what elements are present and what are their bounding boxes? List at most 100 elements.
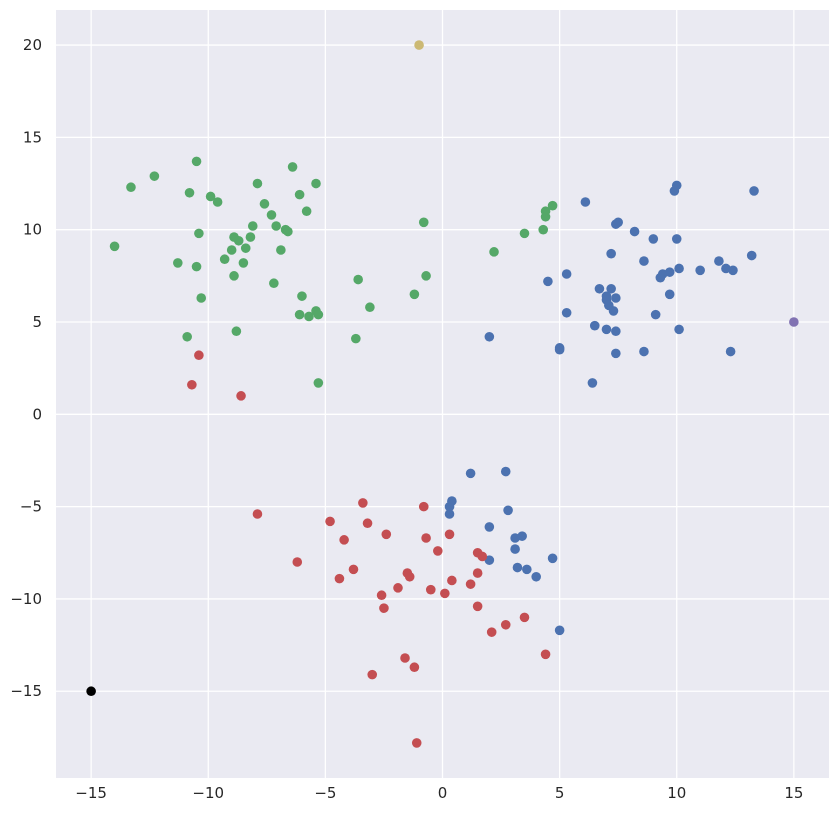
- series-4: [789, 317, 799, 327]
- scatter-point: [447, 575, 457, 586]
- scatter-point: [362, 518, 373, 529]
- x-tick-label: 0: [438, 784, 448, 802]
- scatter-point: [611, 293, 621, 303]
- scatter-point: [561, 269, 572, 279]
- scatter-point: [381, 529, 392, 540]
- scatter-point: [648, 234, 659, 244]
- scatter-point: [182, 331, 192, 342]
- scatter-point: [512, 562, 523, 573]
- scatter-point: [409, 662, 420, 673]
- scatter-point: [351, 333, 361, 344]
- y-tick-label: 15: [23, 128, 42, 146]
- scatter-point: [149, 171, 160, 181]
- scatter-point: [126, 182, 136, 193]
- scatter-point: [393, 583, 403, 593]
- scatter-point: [325, 516, 335, 527]
- scatter-point: [301, 206, 312, 217]
- y-axis-ticks: −15 −10 −5 0 5 10 15 20: [10, 36, 42, 700]
- scatter-point: [650, 309, 661, 320]
- y-tick-label: −10: [10, 590, 42, 608]
- x-tick-label: −5: [314, 784, 336, 802]
- scatter-point: [547, 200, 558, 211]
- scatter-point: [425, 584, 436, 595]
- scatter-point: [580, 197, 591, 207]
- scatter-point: [540, 649, 551, 660]
- scatter-point: [608, 306, 619, 316]
- scatter-point: [191, 261, 202, 272]
- scatter-point: [294, 309, 305, 320]
- scatter-point: [334, 573, 345, 584]
- scatter-point: [517, 531, 527, 541]
- scatter-point: [404, 571, 415, 582]
- scatter-point: [240, 243, 251, 253]
- scatter-point: [629, 226, 640, 237]
- scatter-point: [664, 289, 675, 300]
- y-tick-label: 20: [23, 36, 42, 54]
- scatter-point: [400, 653, 410, 663]
- scatter-point: [440, 588, 450, 599]
- scatter-point: [594, 283, 605, 294]
- scatter-point: [531, 571, 541, 582]
- scatter-point: [358, 498, 368, 508]
- series-1: [444, 180, 759, 636]
- x-tick-label: 10: [667, 784, 686, 802]
- scatter-point: [231, 326, 242, 337]
- scatter-point: [639, 346, 649, 357]
- scatter-point: [601, 324, 612, 335]
- scatter-point: [205, 191, 216, 202]
- scatter-point: [196, 293, 207, 303]
- scatter-point: [236, 391, 246, 401]
- y-tick-label: 0: [32, 405, 42, 423]
- scatter-point: [472, 568, 483, 578]
- scatter-point: [671, 234, 682, 244]
- scatter-point: [444, 529, 455, 540]
- scatter-point: [348, 564, 359, 575]
- y-tick-label: −5: [20, 498, 42, 516]
- y-tick-label: 5: [32, 313, 42, 331]
- scatter-point: [503, 505, 513, 516]
- scatter-point: [233, 235, 244, 246]
- scatter-point: [109, 241, 120, 252]
- series-3: [414, 40, 424, 50]
- y-tick-label: 10: [23, 221, 42, 239]
- scatter-point: [611, 348, 621, 359]
- grid-lines: [56, 10, 829, 778]
- scatter-point: [489, 247, 499, 257]
- scatter-point: [414, 40, 424, 50]
- scatter-point: [540, 206, 551, 217]
- scatter-point: [500, 619, 511, 630]
- scatter-point: [554, 625, 565, 636]
- scatter-point: [789, 317, 799, 327]
- scatter-point: [187, 379, 197, 390]
- scatter-point: [695, 265, 705, 276]
- scatter-point: [746, 250, 757, 261]
- scatter-point: [671, 180, 682, 191]
- scatter-point: [554, 344, 565, 355]
- x-tick-label: 5: [555, 784, 565, 802]
- scatter-point: [484, 555, 495, 565]
- scatter-point: [271, 221, 281, 231]
- scatter-point: [411, 738, 422, 748]
- scatter-point: [444, 509, 455, 519]
- scatter-point: [674, 324, 684, 335]
- scatter-point: [191, 156, 202, 167]
- scatter-point: [561, 307, 572, 318]
- scatter-point: [252, 509, 263, 519]
- scatter-point: [725, 346, 736, 357]
- scatter-point: [606, 283, 616, 294]
- scatter-point: [266, 210, 277, 220]
- scatter-point: [313, 309, 324, 320]
- scatter-point: [184, 187, 195, 198]
- scatter-point: [547, 553, 558, 564]
- x-axis-ticks: −15 −10 −5 0 5 10 15: [75, 784, 803, 802]
- scatter-point: [313, 378, 324, 388]
- scatter-point: [484, 522, 495, 532]
- scatter-point: [465, 579, 476, 589]
- scatter-point: [587, 378, 598, 388]
- scatter-point: [173, 258, 183, 268]
- scatter-point: [247, 221, 258, 231]
- scatter-point: [421, 271, 431, 281]
- scatter-point: [259, 199, 270, 209]
- scatter-point: [601, 291, 612, 301]
